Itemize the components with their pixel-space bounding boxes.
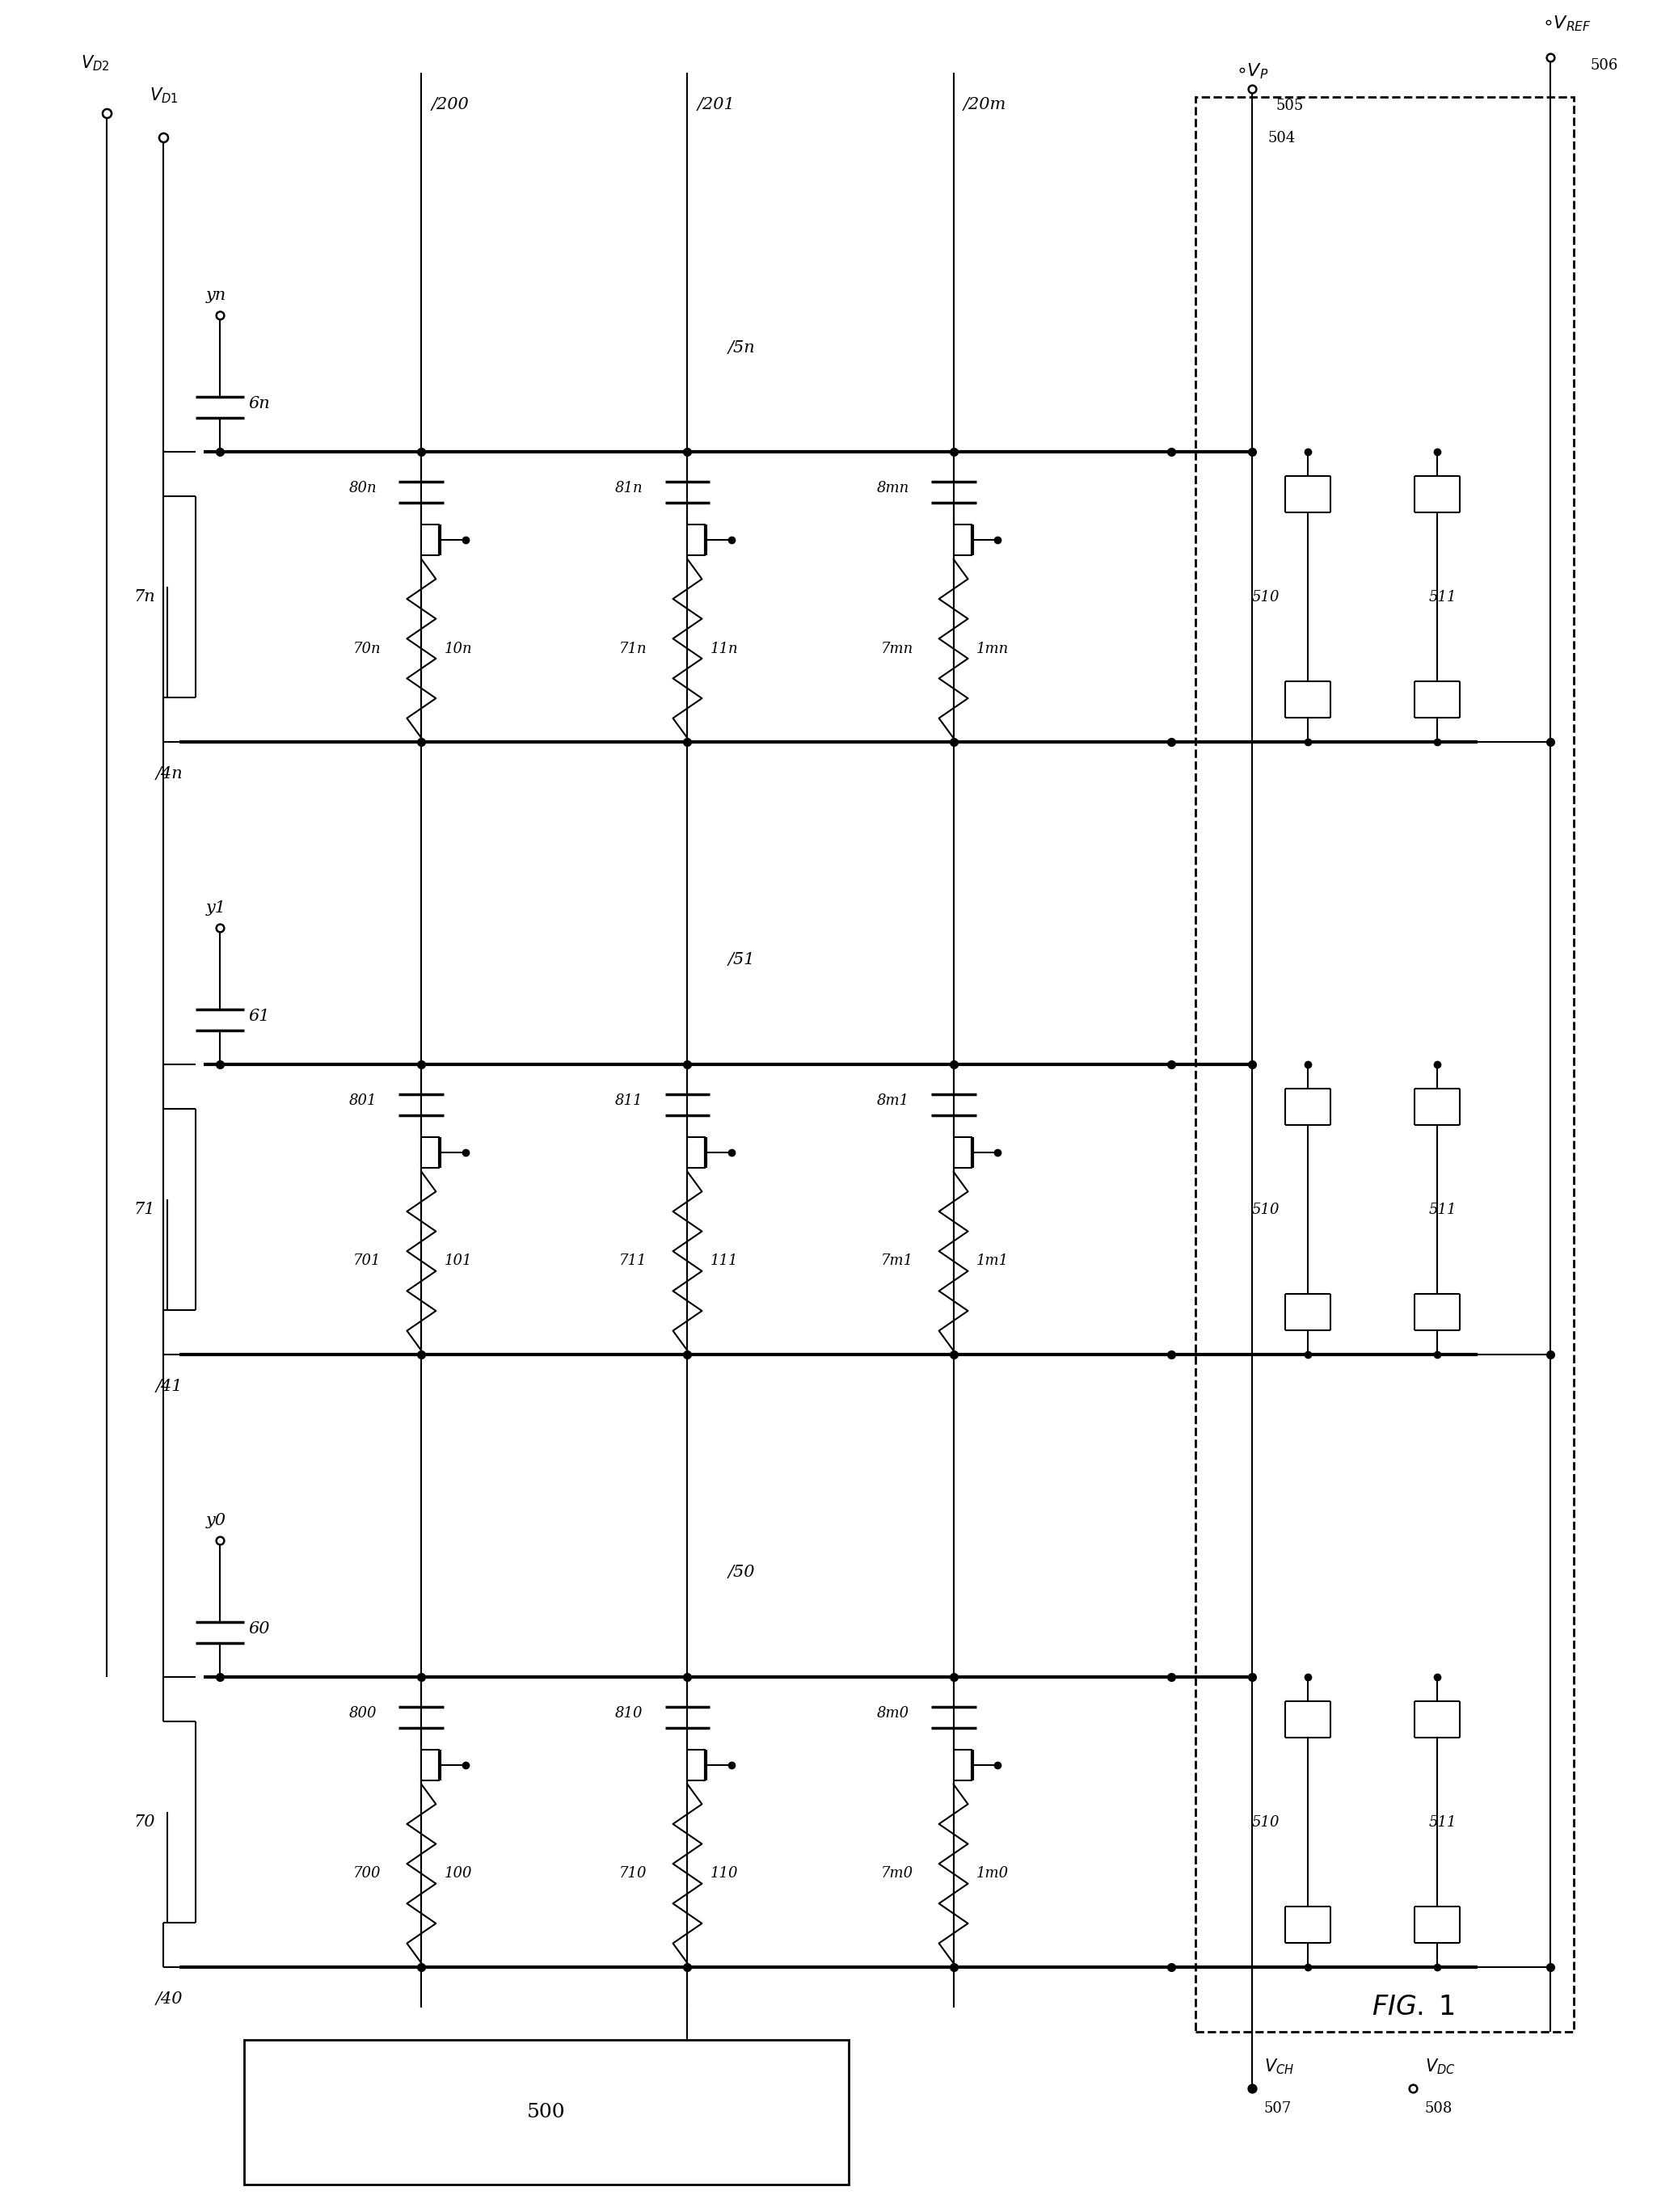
Text: 511: 511	[1428, 591, 1457, 604]
Text: /51: /51	[727, 953, 756, 969]
Text: 11n: 11n	[709, 641, 737, 657]
Text: 110: 110	[709, 1867, 737, 1880]
Text: 7m1: 7m1	[882, 1254, 913, 1267]
Text: 506: 506	[1591, 58, 1617, 73]
Text: 71n: 71n	[620, 641, 648, 657]
Text: 1m0: 1m0	[976, 1867, 1009, 1880]
Text: 511: 511	[1428, 1814, 1457, 1829]
Text: 710: 710	[620, 1867, 648, 1880]
Text: 8m0: 8m0	[877, 1705, 910, 1721]
Text: 80n: 80n	[350, 480, 378, 495]
Text: 1m1: 1m1	[976, 1254, 1009, 1267]
Text: 800: 800	[350, 1705, 378, 1721]
Text: 70n: 70n	[353, 641, 381, 657]
Text: $V_{DC}$: $V_{DC}$	[1425, 2057, 1455, 2077]
Text: $V_{D2}$: $V_{D2}$	[81, 53, 109, 73]
Text: 801: 801	[350, 1093, 378, 1108]
Text: 10n: 10n	[444, 641, 472, 657]
Text: y1: y1	[205, 900, 225, 916]
Text: 1mn: 1mn	[976, 641, 1009, 657]
Text: 510: 510	[1251, 591, 1279, 604]
Text: 500: 500	[527, 2104, 565, 2121]
Text: 700: 700	[353, 1867, 381, 1880]
Text: $\circ V_{REF}$: $\circ V_{REF}$	[1543, 13, 1591, 33]
Text: /41: /41	[156, 1378, 182, 1394]
Text: 511: 511	[1428, 1203, 1457, 1217]
Text: 61: 61	[249, 1009, 270, 1024]
Text: 70: 70	[134, 1814, 156, 1829]
Text: $FIG.\ 1$: $FIG.\ 1$	[1372, 1995, 1455, 2022]
Text: 510: 510	[1251, 1203, 1279, 1217]
Text: 111: 111	[709, 1254, 737, 1267]
Text: 7m0: 7m0	[882, 1867, 913, 1880]
Text: 505: 505	[1276, 100, 1304, 113]
Text: 510: 510	[1251, 1814, 1279, 1829]
Text: y0: y0	[205, 1513, 225, 1528]
Text: 508: 508	[1425, 2101, 1453, 2115]
Text: /200: /200	[431, 97, 469, 113]
Text: 100: 100	[444, 1867, 472, 1880]
Text: 711: 711	[620, 1254, 648, 1267]
Text: 701: 701	[353, 1254, 381, 1267]
Text: 6n: 6n	[249, 396, 270, 411]
Text: /201: /201	[698, 97, 736, 113]
Text: yn: yn	[205, 288, 225, 303]
Text: /5n: /5n	[727, 341, 756, 356]
Text: 507: 507	[1264, 2101, 1291, 2115]
Text: /40: /40	[156, 1991, 182, 2006]
Text: 810: 810	[615, 1705, 643, 1721]
Text: 81n: 81n	[615, 480, 643, 495]
Text: /50: /50	[727, 1564, 756, 1579]
Text: 504: 504	[1268, 131, 1296, 146]
Text: 7mn: 7mn	[880, 641, 913, 657]
Text: /20m: /20m	[963, 97, 1006, 113]
Text: $V_{D1}$: $V_{D1}$	[149, 86, 177, 106]
Bar	[244, 2039, 848, 2185]
Text: 8m1: 8m1	[877, 1093, 910, 1108]
Text: /4n: /4n	[156, 765, 182, 781]
Text: 71: 71	[134, 1201, 156, 1217]
Text: 7n: 7n	[134, 588, 156, 604]
Text: $V_{CH}$: $V_{CH}$	[1264, 2057, 1294, 2077]
Text: 8mn: 8mn	[877, 480, 910, 495]
Text: 101: 101	[444, 1254, 472, 1267]
Text: 60: 60	[249, 1621, 270, 1637]
Text: 811: 811	[615, 1093, 643, 1108]
Text: $\circ V_P$: $\circ V_P$	[1236, 62, 1268, 82]
